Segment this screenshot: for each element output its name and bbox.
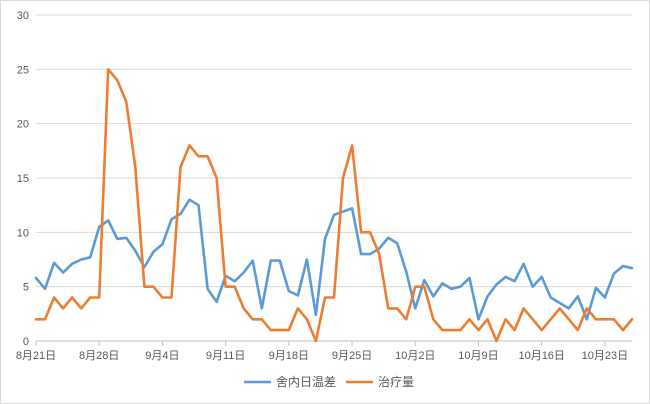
x-tick-label: 8月21日 (16, 350, 56, 362)
legend-label: 治疗量 (378, 375, 414, 389)
x-tick-label: 9月11日 (206, 350, 246, 362)
y-tick-label: 0 (23, 336, 29, 348)
y-tick-label: 5 (23, 282, 29, 294)
y-tick-label: 20 (17, 119, 29, 131)
y-tick-label: 15 (17, 173, 29, 185)
legend-label: 舍内日温差 (276, 374, 336, 389)
series-lines (34, 68, 634, 343)
series-line (34, 198, 634, 321)
y-tick-label: 25 (17, 64, 29, 76)
x-tick-label: 9月25日 (332, 350, 372, 362)
x-tick-label: 9月18日 (269, 350, 309, 362)
x-tick-label: 10月2日 (395, 350, 435, 362)
x-tick-label: 9月4日 (145, 350, 179, 362)
y-axis-ticks: 0 5 10 15 20 25 30 (17, 10, 29, 348)
series-line (34, 68, 634, 343)
x-tick-label: 10月16日 (518, 350, 564, 362)
x-tick-label: 10月9日 (458, 350, 498, 362)
y-tick-label: 30 (17, 10, 29, 22)
x-tick-label: 10月23日 (582, 350, 628, 362)
x-tick-label: 8月28日 (79, 350, 119, 362)
legend: 舍内日温差 治疗量 (244, 374, 414, 389)
x-axis-ticks: 8月21日 8月28日 9月4日 9月11日 9月18日 9月25日 10月2日 10月9日 1… (16, 341, 628, 362)
y-tick-label: 10 (17, 227, 29, 239)
